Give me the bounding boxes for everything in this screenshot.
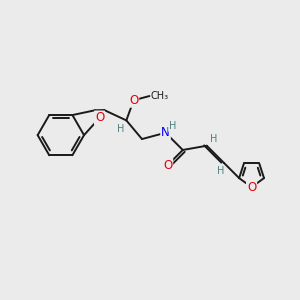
Text: O: O xyxy=(129,94,138,107)
Text: O: O xyxy=(247,181,256,194)
Text: H: H xyxy=(217,166,224,176)
Text: H: H xyxy=(169,121,176,131)
Text: CH₃: CH₃ xyxy=(151,91,169,101)
Text: O: O xyxy=(163,159,172,172)
Text: H: H xyxy=(210,134,217,144)
Text: N: N xyxy=(161,126,170,139)
Text: H: H xyxy=(117,124,125,134)
Text: O: O xyxy=(95,111,104,124)
